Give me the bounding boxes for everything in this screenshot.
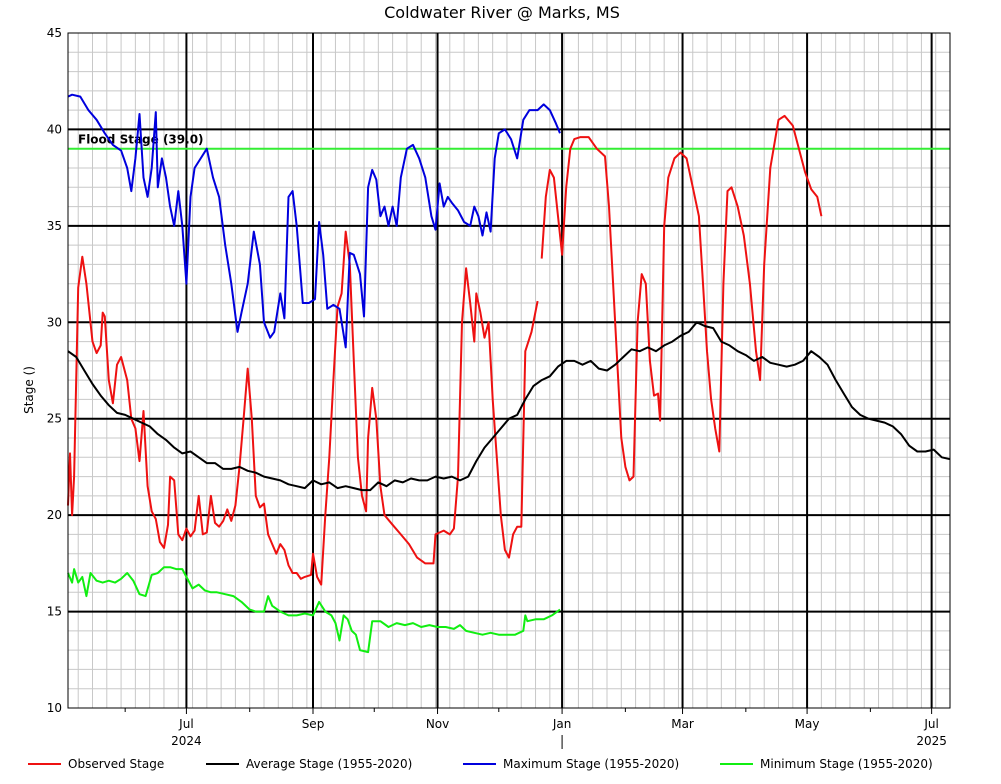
major-gridlines (68, 33, 950, 708)
observed-stage-line (540, 114, 823, 482)
observed-stage-line (67, 230, 539, 586)
x-tick-label: Jul (923, 717, 938, 731)
legend-label: Observed Stage (68, 757, 164, 771)
minimum-stage-line (67, 566, 561, 654)
y-tick-label: 30 (47, 315, 62, 329)
year-label: 2025 (916, 734, 947, 748)
y-tick-label: 15 (47, 605, 62, 619)
y-tick-label: 20 (47, 508, 62, 522)
series-layer (67, 93, 951, 654)
legend-label: Average Stage (1955-2020) (246, 757, 412, 771)
x-tick-label: Mar (671, 717, 694, 731)
x-tick-label: Jan (552, 717, 572, 731)
y-tick-label: 45 (47, 26, 62, 40)
x-tick-label: Sep (302, 717, 325, 731)
y-tick-label: 25 (47, 412, 62, 426)
y-axis-label: Stage () (22, 366, 36, 414)
plot-frame (67, 32, 951, 709)
year-label: 2024 (171, 734, 202, 748)
x-tick-label: Jul (178, 717, 193, 731)
x-tick-label: May (795, 717, 820, 731)
average-stage-line (67, 321, 951, 492)
y-tick-label: 35 (47, 219, 62, 233)
legend: Observed Stage Average Stage (1955-2020) M… (28, 757, 933, 771)
maximum-stage-line (67, 93, 561, 349)
y-tick-label: 40 (47, 122, 62, 136)
legend-label: Maximum Stage (1955-2020) (503, 757, 679, 771)
x-tick-label: Nov (426, 717, 449, 731)
y-tick-label: 10 (47, 701, 62, 715)
legend-label: Minimum Stage (1955-2020) (760, 757, 933, 771)
chart-title: Coldwater River @ Marks, MS (384, 3, 620, 22)
